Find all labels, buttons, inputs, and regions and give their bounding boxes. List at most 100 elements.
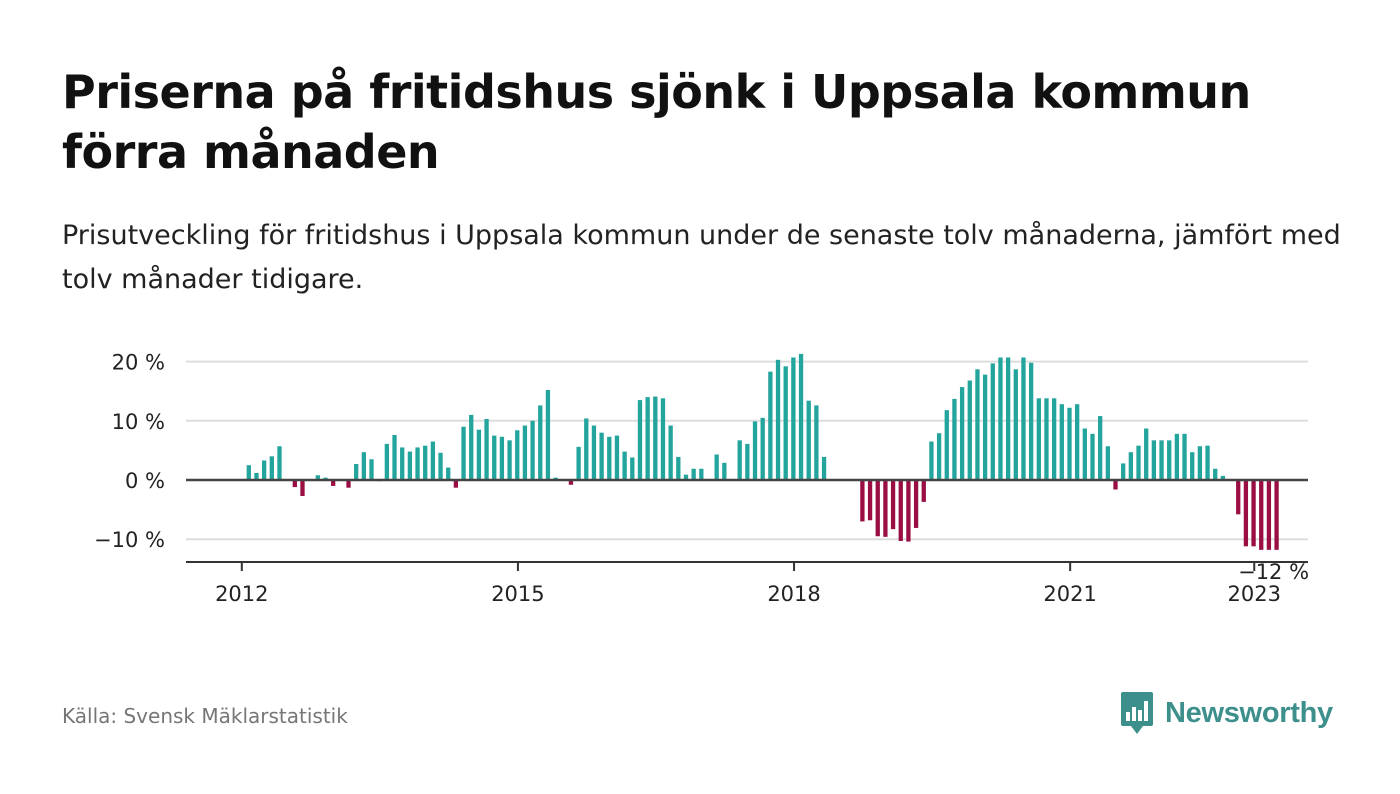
bar [354, 464, 359, 480]
axis-labels: 20 % 10 % 0 % −10 % 2012 2015 2018 2021 2023−12 … [94, 351, 1309, 606]
bar [584, 418, 589, 480]
bar [1059, 404, 1064, 480]
bar [407, 451, 413, 480]
bar [568, 480, 574, 485]
bar [331, 480, 336, 486]
bar [545, 390, 551, 480]
bar [1251, 480, 1256, 547]
bar [959, 387, 965, 480]
chart-title: Priserna på fritidshus sjönk i Uppsala k… [62, 65, 1251, 179]
bar [745, 443, 750, 480]
bar [814, 405, 819, 480]
bar [423, 445, 428, 480]
bar [1082, 428, 1087, 480]
bar [522, 425, 528, 480]
bar [1036, 398, 1041, 480]
y-tick-label: 10 % [112, 410, 165, 434]
bar [929, 441, 934, 480]
bar [1167, 440, 1172, 480]
bar [576, 446, 581, 480]
x-tick-label: 2021 [1043, 582, 1096, 606]
bar [867, 480, 873, 521]
bar [668, 425, 673, 480]
bar [246, 465, 251, 480]
bar [599, 432, 604, 480]
bar [400, 447, 405, 480]
bar [737, 440, 742, 480]
bar [446, 467, 451, 480]
bar [952, 398, 957, 480]
bar [691, 468, 696, 480]
bar [1259, 480, 1264, 550]
bar [1121, 463, 1126, 480]
bar [699, 468, 704, 480]
bar [806, 400, 811, 480]
bar [1128, 452, 1133, 480]
bar [791, 357, 796, 480]
bar [1021, 357, 1026, 480]
bar [384, 443, 390, 480]
bar [798, 353, 804, 480]
bar [415, 447, 420, 480]
bar [1105, 446, 1110, 480]
bar [1005, 357, 1011, 480]
bar [538, 405, 543, 480]
bar [484, 419, 489, 480]
end-value-label: −12 % [1238, 560, 1309, 584]
bar [783, 366, 788, 480]
bar [1190, 452, 1195, 480]
bar [315, 475, 320, 480]
bar [1052, 398, 1057, 480]
bar [1013, 369, 1018, 480]
bar [821, 456, 827, 480]
bar [998, 357, 1003, 480]
bar [683, 474, 689, 480]
bar [1274, 480, 1279, 550]
bar [469, 414, 474, 480]
bar [875, 480, 880, 537]
bar [461, 426, 466, 480]
axes [186, 478, 1308, 571]
bar [898, 480, 903, 541]
x-tick-label: 2015 [491, 582, 544, 606]
gridlines [186, 360, 1308, 541]
bar [300, 480, 305, 496]
bar [1174, 433, 1180, 480]
y-tick-label: 0 % [125, 469, 165, 493]
bar [392, 435, 397, 480]
logo-text: Newsworthy [1165, 696, 1333, 729]
bar [660, 398, 666, 480]
bar [1197, 446, 1203, 480]
bar [515, 430, 520, 480]
source-note: Källa: Svensk Mäklarstatistik [62, 704, 348, 728]
bar [883, 480, 888, 537]
bar [1113, 480, 1118, 490]
bar [760, 417, 765, 480]
bar [1151, 440, 1157, 480]
newsworthy-logo: Newsworthy [1119, 689, 1333, 737]
bar [261, 460, 267, 480]
bar-chart: 20 % 10 % 0 % −10 % 2012 2015 2018 2021 2023−12 … [94, 351, 1309, 606]
bar [292, 480, 297, 488]
bar [982, 374, 988, 480]
bar [622, 451, 627, 480]
bar [768, 371, 773, 480]
bar [653, 396, 658, 480]
bar [492, 435, 497, 480]
bar [607, 436, 612, 480]
bar [975, 369, 980, 480]
bars [246, 353, 1279, 550]
bar [630, 457, 635, 480]
x-tick-label: 2018 [767, 582, 820, 606]
bar [752, 421, 758, 480]
y-tick-label: 20 % [112, 351, 165, 375]
bar [722, 462, 727, 480]
bar [775, 359, 781, 480]
bar [906, 480, 911, 542]
bar [936, 433, 942, 480]
bar [1220, 475, 1226, 480]
bar [1205, 445, 1210, 480]
bar [913, 480, 919, 528]
x-tick-label: 2012 [215, 582, 268, 606]
chart-subtitle: Prisutveckling för fritidshus i Uppsala … [62, 220, 1341, 295]
